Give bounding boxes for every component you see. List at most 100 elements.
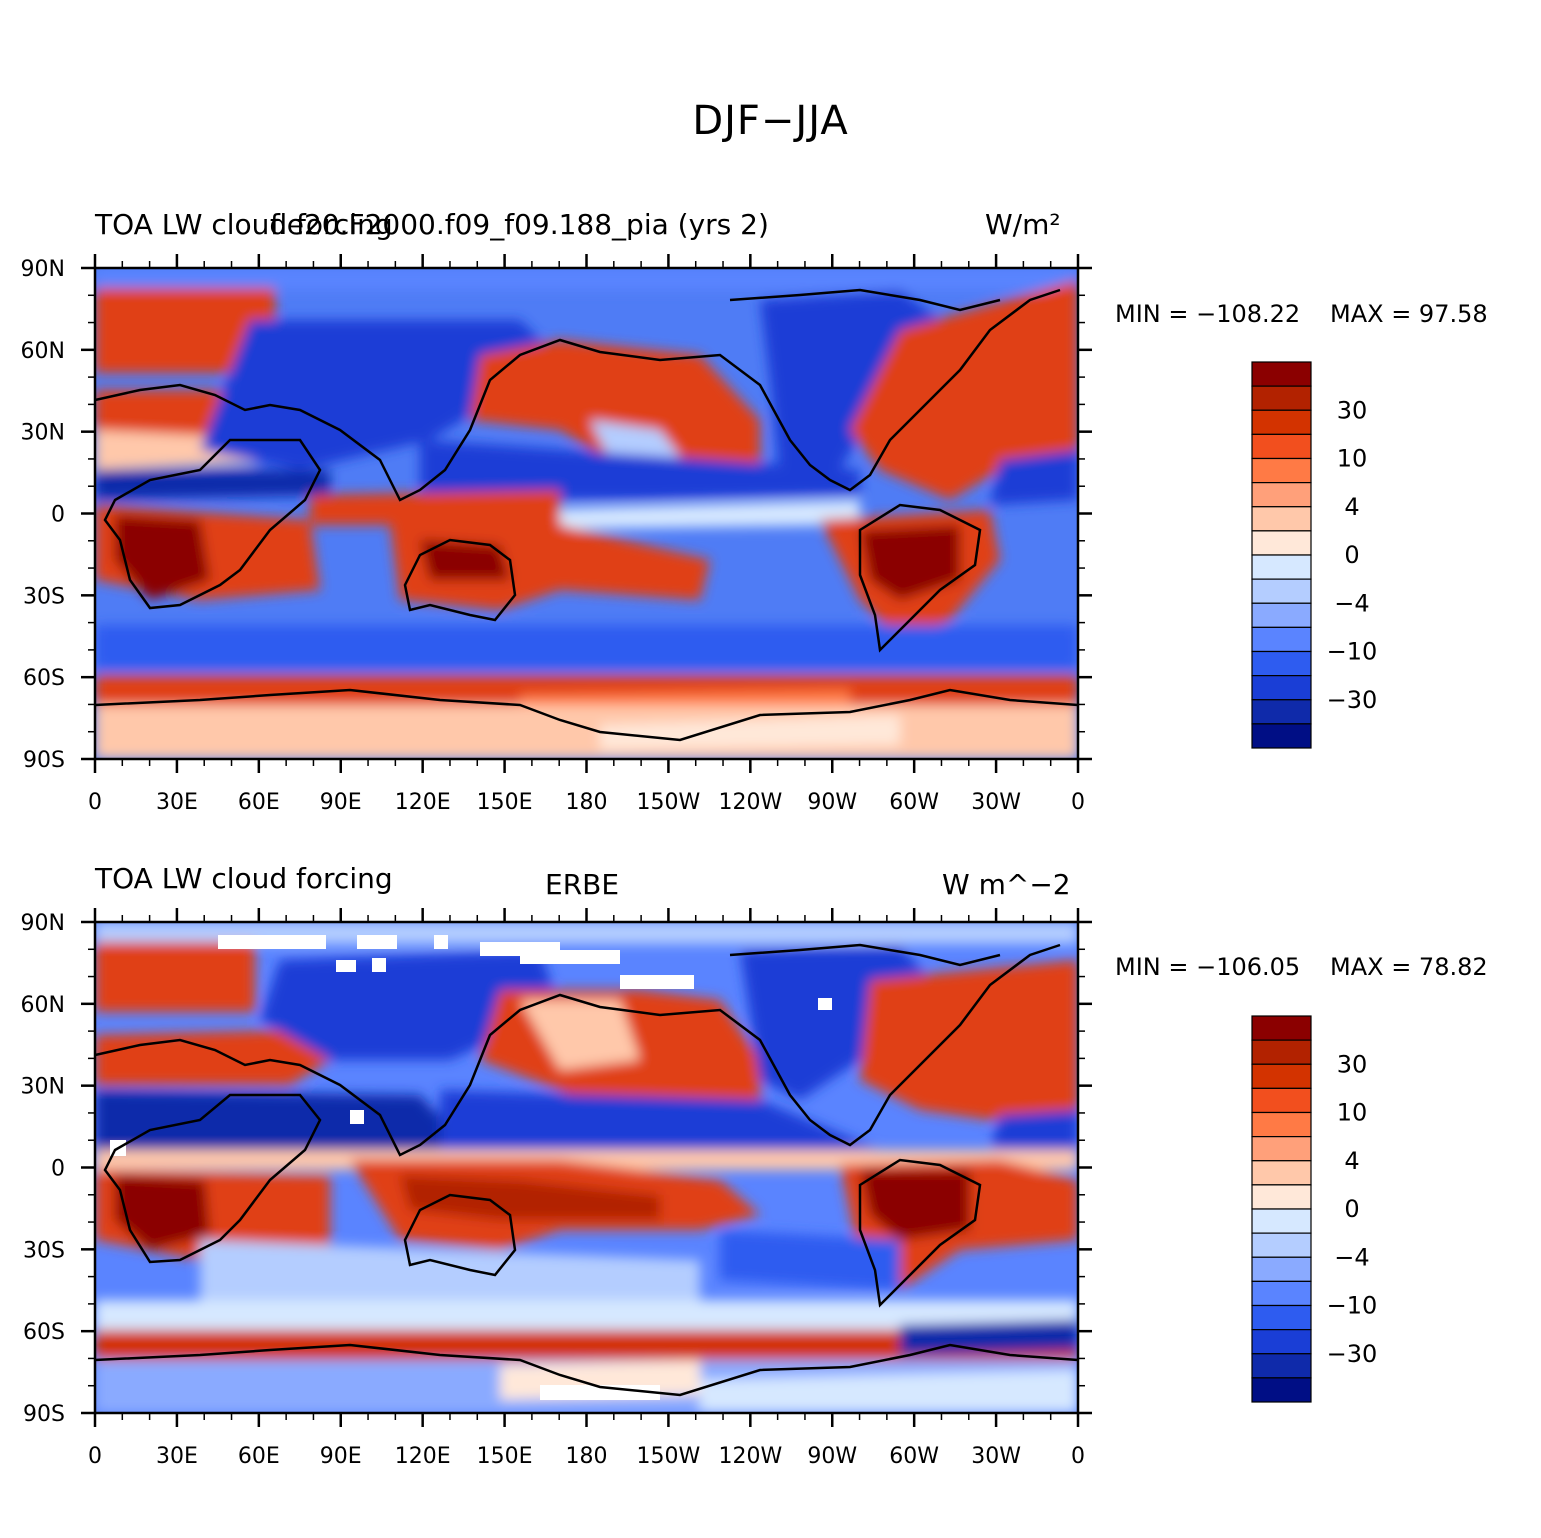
lon-tick-label: 60E — [238, 1444, 280, 1469]
colorbar-swatch — [1251, 1087, 1312, 1114]
panel-2-units: W m^−2 — [942, 868, 1071, 901]
colorbar-swatch — [1251, 1256, 1312, 1282]
lat-tick-label: 30N — [21, 421, 65, 446]
colorbar-swatch — [1251, 506, 1312, 532]
colorbar-swatch — [1251, 1208, 1312, 1234]
colorbar-label: −4 — [1334, 1243, 1369, 1271]
colorbar-label: 4 — [1344, 493, 1359, 521]
lon-tick-label: 120E — [395, 790, 451, 815]
lon-tick-label: 150W — [637, 790, 701, 815]
lat-tick-label: 30N — [21, 1075, 65, 1100]
colorbar-swatch — [1251, 1160, 1312, 1186]
colorbar-label: 10 — [1337, 1099, 1368, 1127]
colorbar-label: −4 — [1334, 589, 1369, 617]
colorbar-swatch — [1251, 409, 1312, 435]
colorbar-swatch — [1251, 650, 1312, 677]
panel-2-min: MIN = −106.05 — [1115, 953, 1301, 981]
colorbar-swatch — [1251, 1280, 1312, 1307]
figure-title: DJF−JJA — [692, 98, 849, 144]
colorbar-swatch — [1251, 530, 1312, 556]
colorbar-label: 30 — [1337, 396, 1368, 424]
colorbar-swatch — [1251, 1353, 1312, 1379]
colorbar-swatch — [1251, 626, 1312, 653]
lon-tick-label: 60W — [889, 1444, 939, 1469]
panel-2-max: MAX = 78.82 — [1330, 953, 1488, 981]
panel-2-axes: 90N 60N 30N 0 30S 60S 90S 0 30E 60E 90E 120E 150E 180… — [21, 908, 1092, 1469]
colorbar-label: −30 — [1327, 686, 1378, 714]
colorbar-swatch — [1251, 1232, 1312, 1258]
lat-tick-label: 60S — [23, 666, 65, 691]
panel-1-left-title: TOA LW cloud forcing — [95, 208, 393, 241]
colorbar-swatch — [1251, 602, 1312, 628]
lat-tick-label: 30S — [23, 1238, 65, 1263]
lat-tick-label: 30S — [23, 584, 65, 609]
lon-tick-label: 60W — [889, 790, 939, 815]
panel-1-center-title: f.e20.F2000.f09_f09.188_pia (yrs 2) — [270, 208, 769, 241]
colorbar-label: 0 — [1344, 541, 1359, 569]
lon-tick-label: 30W — [971, 1444, 1021, 1469]
colorbar-label: −10 — [1327, 638, 1378, 666]
colorbar-swatch — [1251, 361, 1312, 387]
lat-tick-label: 0 — [51, 1157, 65, 1182]
lon-tick-label: 90W — [807, 790, 857, 815]
colorbar-label: 10 — [1337, 445, 1368, 473]
panel-1-min: MIN = −108.22 — [1115, 300, 1301, 328]
colorbar-label: 4 — [1344, 1147, 1359, 1175]
lat-tick-label: 90S — [23, 748, 65, 773]
lat-tick-label: 60N — [21, 339, 65, 364]
lon-tick-label: 120E — [395, 1444, 451, 1469]
colorbar-label: 0 — [1344, 1195, 1359, 1223]
lon-tick-label: 90E — [320, 790, 362, 815]
panel-2-map — [95, 922, 1078, 1413]
colorbar-swatch — [1251, 554, 1312, 580]
lat-tick-label: 0 — [51, 503, 65, 528]
lat-tick-label: 90N — [21, 257, 65, 282]
colorbar-label: −10 — [1327, 1292, 1378, 1320]
colorbar-swatch — [1251, 723, 1312, 749]
lon-tick-label: 30E — [156, 1444, 198, 1469]
panel-1-units: W/m² — [985, 208, 1061, 241]
colorbar-swatch — [1251, 1039, 1312, 1065]
lon-tick-label: 30E — [156, 790, 198, 815]
colorbar-swatch — [1251, 433, 1312, 460]
lon-tick-label: 0 — [1071, 1444, 1085, 1469]
lon-tick-label: 120W — [718, 790, 782, 815]
lon-tick-label: 0 — [88, 790, 102, 815]
panel-2-left-title: TOA LW cloud forcing — [95, 862, 393, 895]
lon-tick-label: 150W — [637, 1444, 701, 1469]
colorbar-swatch — [1251, 385, 1312, 411]
colorbar-swatch — [1251, 457, 1312, 484]
lon-tick-label: 0 — [1071, 790, 1085, 815]
colorbar-swatch — [1251, 482, 1312, 508]
panel-1-map — [95, 268, 1078, 759]
lat-tick-label: 90N — [21, 911, 65, 936]
lon-tick-label: 150E — [477, 1444, 533, 1469]
panel-1-max: MAX = 97.58 — [1330, 300, 1488, 328]
colorbar-swatch — [1251, 1377, 1312, 1403]
lon-tick-label: 120W — [718, 1444, 782, 1469]
panel-1-axes: 90N 60N 30N 0 30S 60S 90S 0 30E 60E 90E 120E 150E 180… — [21, 254, 1092, 815]
lon-tick-label: 90E — [320, 1444, 362, 1469]
lon-tick-label: 90W — [807, 1444, 857, 1469]
colorbar-swatch — [1251, 1063, 1312, 1089]
colorbar-swatch — [1251, 1136, 1312, 1162]
colorbar-label: 30 — [1337, 1050, 1368, 1078]
colorbar-label: −30 — [1327, 1340, 1378, 1368]
panel-1-colorbar: 30 10 4 0 −4 −10 −30 — [1251, 361, 1378, 749]
lon-tick-label: 180 — [566, 1444, 608, 1469]
lon-tick-label: 30W — [971, 790, 1021, 815]
colorbar-swatch — [1251, 1111, 1312, 1138]
colorbar-swatch — [1251, 675, 1312, 701]
colorbar-swatch — [1251, 1184, 1312, 1210]
colorbar-swatch — [1251, 1329, 1312, 1355]
lat-tick-label: 60N — [21, 993, 65, 1018]
panel-2-center-title: ERBE — [545, 868, 620, 901]
panel-2-colorbar: 30 10 4 0 −4 −10 −30 — [1251, 1015, 1378, 1403]
colorbar-swatch — [1251, 699, 1312, 725]
lon-tick-label: 60E — [238, 790, 280, 815]
lon-tick-label: 150E — [477, 790, 533, 815]
lat-tick-label: 90S — [23, 1402, 65, 1427]
lon-tick-label: 180 — [566, 790, 608, 815]
colorbar-swatch — [1251, 1304, 1312, 1331]
